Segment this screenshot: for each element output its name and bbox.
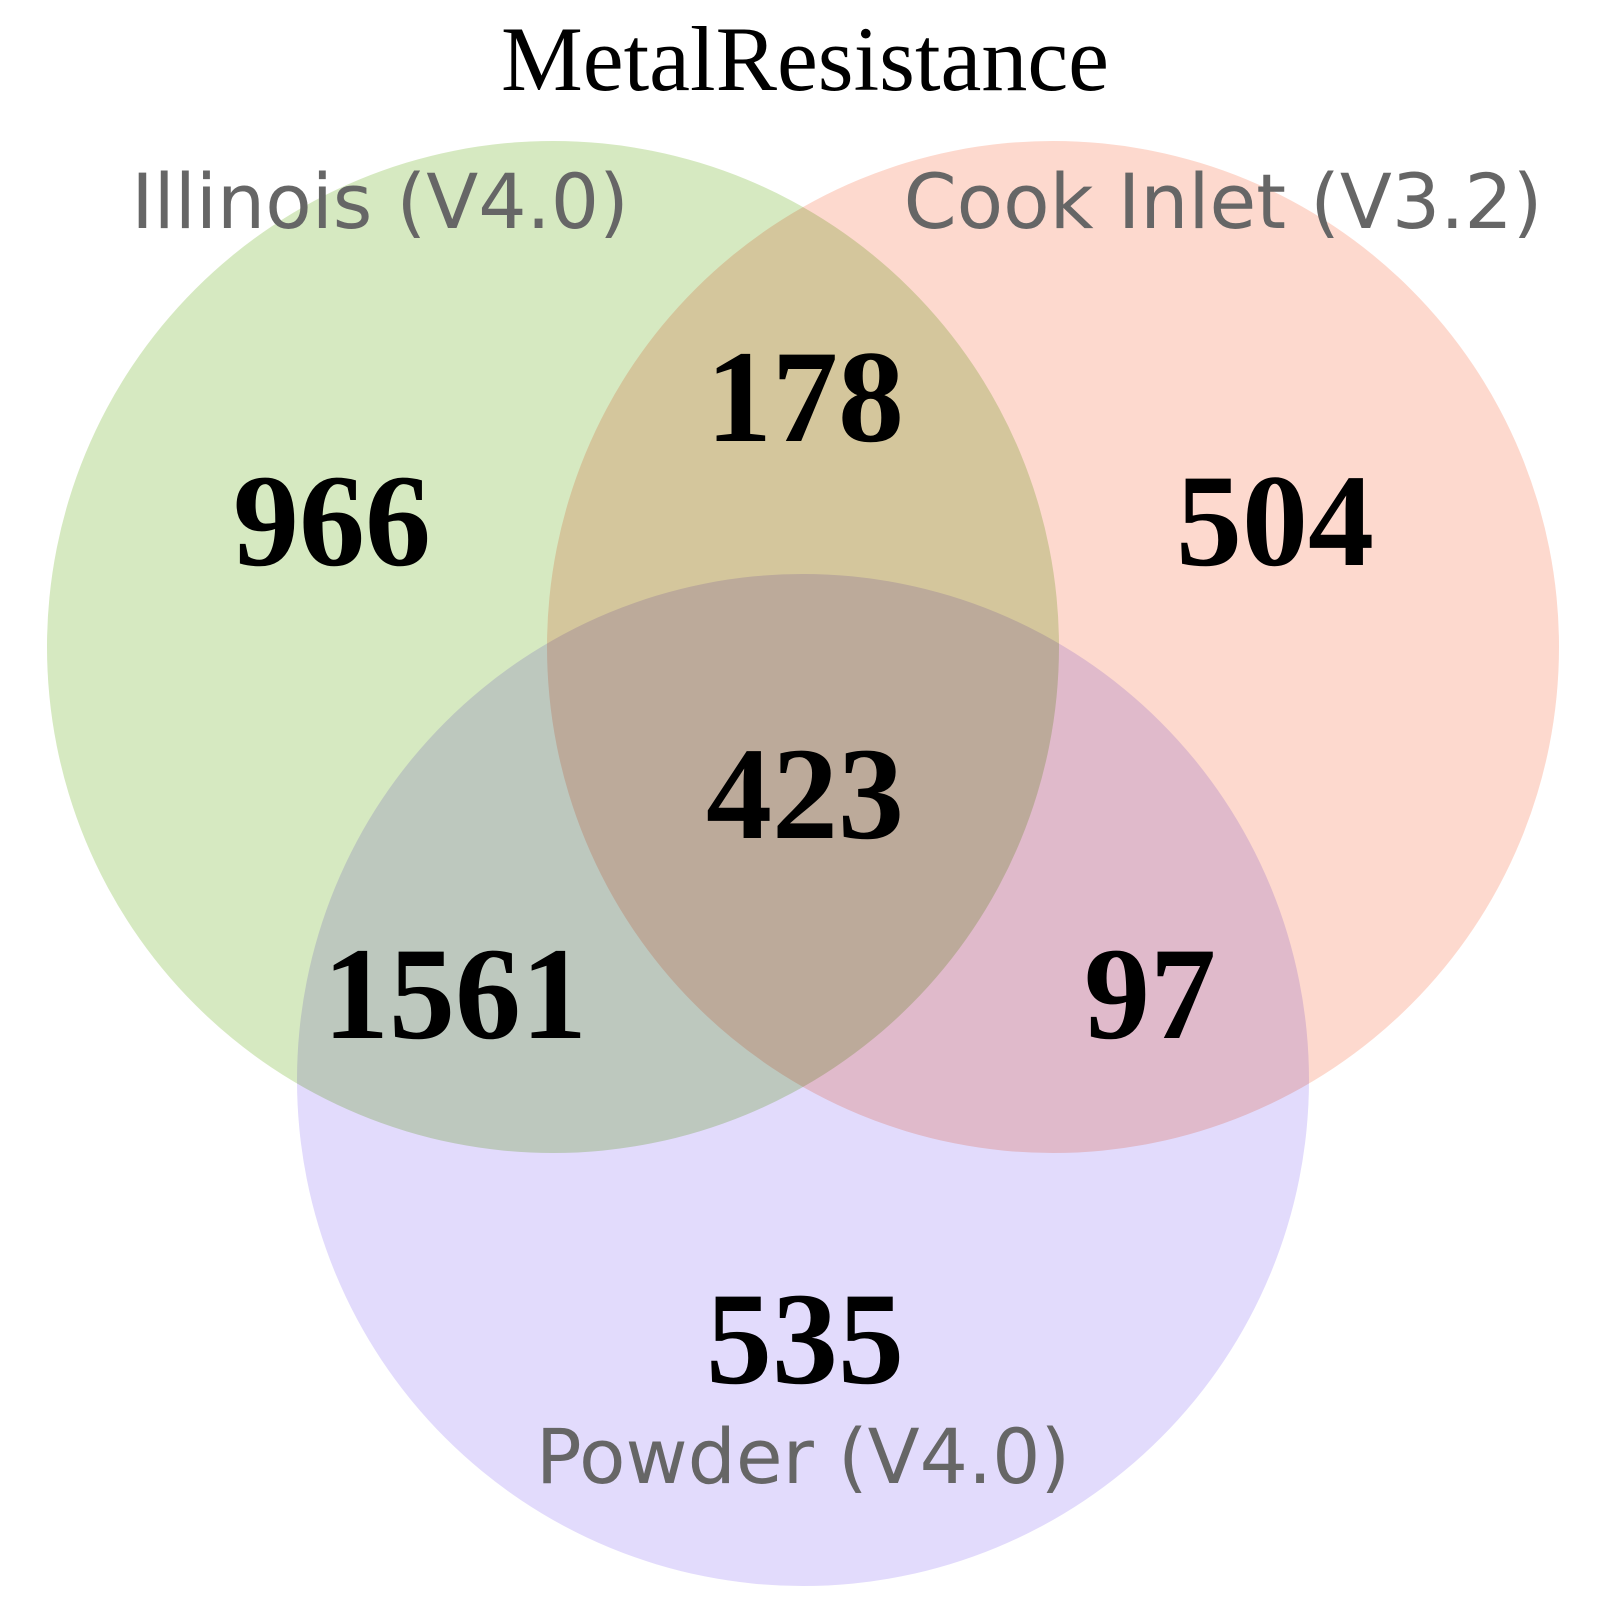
set-label-cook-inlet: Cook Inlet (V3.2): [904, 157, 1543, 246]
count-illinois-only: 966: [233, 447, 431, 594]
count-powder-only: 535: [706, 1265, 904, 1412]
set-label-illinois: Illinois (V4.0): [131, 157, 628, 246]
count-cook-inlet-powder: 97: [1084, 920, 1216, 1067]
diagram-title: MetalResistance: [501, 8, 1109, 110]
set-circles: [47, 141, 1559, 1586]
count-illinois-cook-inlet: 178: [706, 323, 904, 470]
count-illinois-powder: 1561: [323, 920, 587, 1067]
count-all-three: 423: [706, 720, 904, 867]
set-label-powder: Powder (V4.0): [536, 1412, 1070, 1501]
count-cook-inlet-only: 504: [1176, 447, 1374, 594]
circle-powder: [297, 574, 1309, 1586]
